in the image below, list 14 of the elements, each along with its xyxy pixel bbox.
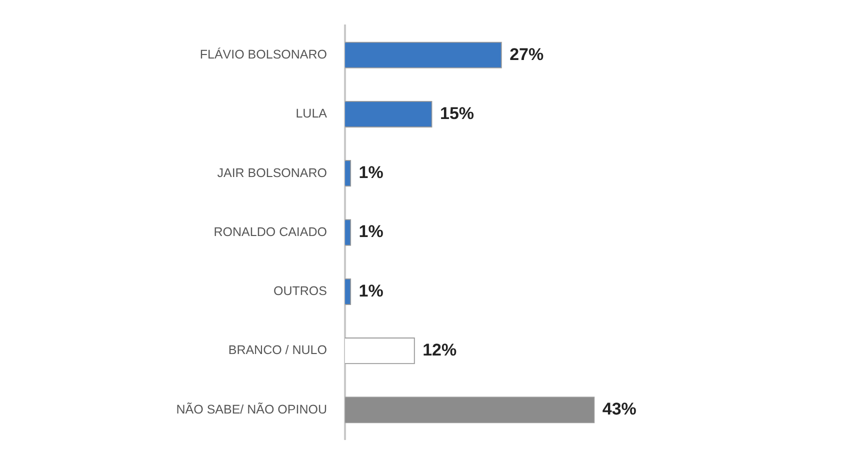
y-tick-label: BRANCO / NULO [228,343,328,358]
y-tick-label: RONALDO CAIADO [214,224,328,239]
y-tick-label: LULA [296,106,328,121]
data-label: 1% [358,163,384,182]
y-tick-label: FLÁVIO BOLSONARO [200,48,328,62]
y-tick-label: JAIR BOLSONARO [217,166,328,180]
data-label: 27% [510,44,544,64]
data-label: 1% [358,222,384,242]
data-label: 1% [358,281,384,300]
data-label: 12% [422,340,457,360]
y-tick-label: OUTROS [274,284,327,298]
data-label: 43% [602,400,636,419]
data-label: 15% [440,104,474,123]
y-tick-label: NÃO SABE/ NÃO OPINOU [176,402,327,416]
